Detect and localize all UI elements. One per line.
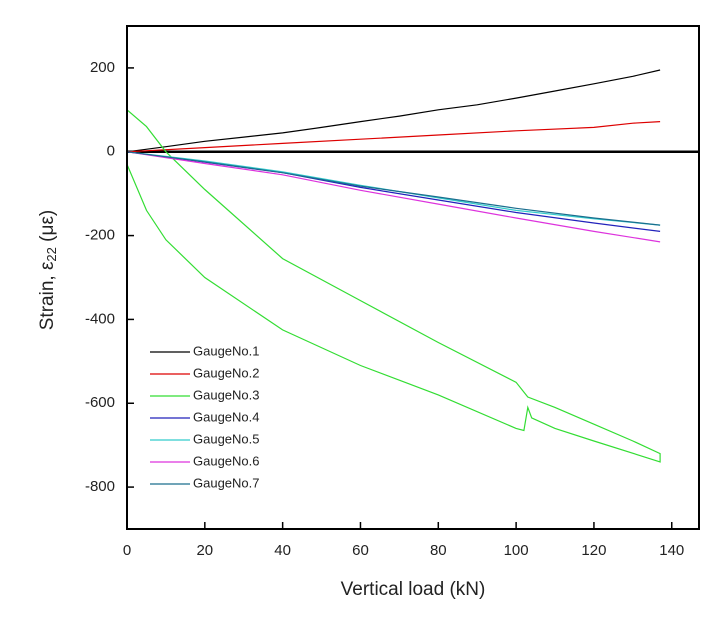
x-tick-label: 20 bbox=[196, 542, 213, 559]
legend-label: GaugeNo.2 bbox=[193, 365, 260, 380]
legend-label: GaugeNo.1 bbox=[193, 343, 260, 358]
y-tick-label: -800 bbox=[85, 478, 115, 495]
series-line bbox=[126, 151, 661, 243]
plot-frame bbox=[126, 25, 700, 530]
y-tick-label: 200 bbox=[90, 59, 115, 76]
y-tick-label: 0 bbox=[107, 143, 115, 160]
legend-label: GaugeNo.4 bbox=[193, 409, 260, 424]
x-axis-label: Vertical load (kN) bbox=[341, 579, 486, 600]
legend-label: GaugeNo.7 bbox=[193, 475, 260, 490]
y-label-unit: (με) bbox=[37, 210, 58, 247]
legend-label: GaugeNo.3 bbox=[193, 387, 260, 402]
y-tick-label: -400 bbox=[85, 310, 115, 327]
x-tick-label: 140 bbox=[659, 542, 684, 559]
x-tick-label: 0 bbox=[123, 542, 131, 559]
x-tick-label: 40 bbox=[274, 542, 291, 559]
series-line bbox=[126, 121, 661, 153]
series-line bbox=[126, 151, 661, 226]
x-tick-label: 120 bbox=[581, 542, 606, 559]
legend-label: GaugeNo.5 bbox=[193, 431, 260, 446]
y-label-text: Strain, ε bbox=[37, 261, 58, 330]
y-axis-label: Strain, ε22 (με) bbox=[37, 210, 59, 331]
x-tick-label: 80 bbox=[430, 542, 447, 559]
x-tick-label: 60 bbox=[352, 542, 369, 559]
y-tick-label: -600 bbox=[85, 394, 115, 411]
legend-label: GaugeNo.6 bbox=[193, 453, 260, 468]
y-tick-label: -200 bbox=[85, 227, 115, 244]
series-line bbox=[126, 69, 661, 153]
series-line bbox=[126, 109, 661, 463]
x-tick-label: 100 bbox=[504, 542, 529, 559]
y-label-subscript: 22 bbox=[44, 247, 59, 261]
